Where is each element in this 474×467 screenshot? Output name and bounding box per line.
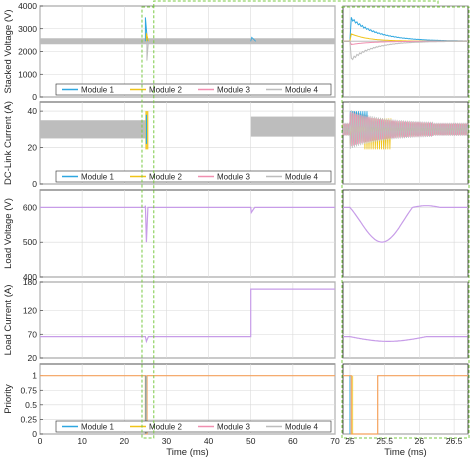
zoom-dc-band	[343, 123, 468, 135]
priority-ytick: 0	[32, 429, 37, 439]
stacked-voltage-legend-label: Module 3	[217, 86, 250, 95]
plots	[39, 0, 470, 439]
stacked-voltage-legend-label: Module 2	[149, 86, 182, 95]
main-xtick: 10	[77, 436, 87, 446]
dc-link-current-ytick: 40	[28, 106, 38, 116]
priority-ylabel: Priority	[3, 384, 14, 414]
zoom-xtick: 25.5	[376, 436, 393, 446]
main-xtick: 40	[204, 436, 214, 446]
main-xtick: 60	[288, 436, 298, 446]
zoom-xtick: 26.5	[446, 436, 463, 446]
load-current-ytick: 120	[23, 306, 37, 316]
load-current-ytick: 180	[23, 277, 37, 287]
dc-link-legend-label: Module 4	[285, 173, 318, 182]
highlight-main-box	[141, 6, 155, 439]
zoom-load-current-frame	[342, 281, 469, 359]
dc-link-band	[40, 120, 146, 139]
main-load-current-frame	[39, 281, 336, 359]
zoom-load-voltage-frame	[342, 189, 469, 278]
zoom-dc-3	[342, 110, 468, 149]
load-current-ylabel: Load Current (A)	[3, 285, 14, 356]
stacked-voltage-spike-m2	[145, 33, 149, 42]
stacked-voltage-ytick: 1000	[18, 69, 37, 79]
load-voltage-ytick: 400	[23, 272, 37, 282]
zoom-xtick: 25	[345, 436, 355, 446]
dc-link-legend-label: Module 3	[217, 173, 250, 182]
dc-link-current-ylabel: DC-Link Current (A)	[3, 101, 14, 185]
stacked-voltage-ytick: 2000	[18, 47, 37, 57]
main-xtick: 0	[38, 436, 43, 446]
main-xtick: 20	[120, 436, 130, 446]
stacked-voltage-ytick: 0	[32, 92, 37, 102]
priority-ytick: 0.5	[25, 400, 37, 410]
stacked-voltage-ytick: 4000	[18, 1, 37, 11]
load-current-ytick: 20	[28, 353, 38, 363]
zoom-xlabel: Time (ms)	[384, 447, 426, 458]
priority-legend-label: Module 1	[81, 423, 114, 432]
zoom-load-voltage	[343, 205, 468, 243]
priority-legend-label: Module 2	[149, 423, 182, 432]
dc-link-event-m1	[145, 114, 148, 144]
stacked-voltage-ylabel: Stacked Voltage (V)	[3, 10, 14, 94]
highlight-connector	[153, 0, 439, 7]
dc-link-legend-label: Module 2	[149, 173, 182, 182]
priority-legend-label: Module 3	[217, 423, 250, 432]
priority-legend-label: Module 4	[285, 423, 318, 432]
load-voltage-ytick: 500	[23, 237, 37, 247]
stacked-voltage-dip-m4	[146, 41, 149, 61]
stacked-voltage-legend-label: Module 1	[81, 86, 114, 95]
dc-link-legend-box	[55, 170, 332, 183]
load-voltage-ylabel: Load Voltage (V)	[3, 198, 14, 269]
zoom-load-current	[343, 336, 468, 342]
load-voltage-line	[40, 205, 335, 243]
priority-ytick: 1	[32, 371, 37, 381]
main-xtick: 70	[330, 436, 340, 446]
zoom-xtick: 26	[415, 436, 425, 446]
stacked-voltage-ytick: 3000	[18, 24, 37, 34]
dc-link-current-ytick: 20	[28, 143, 38, 153]
load-current-line	[40, 288, 335, 344]
stacked-voltage-band	[40, 38, 335, 45]
stacked-voltage-bump	[250, 36, 256, 42]
stacked-voltage-legend-label: Module 4	[285, 86, 318, 95]
load-current-ytick: 70	[28, 329, 38, 339]
dc-link-band	[250, 116, 335, 137]
priority-ytick: 0.75	[20, 385, 37, 395]
stacked-voltage-legend-box	[55, 83, 332, 96]
highlight-zoom-box	[341, 6, 470, 439]
priority-ytick: 0.25	[20, 414, 37, 424]
zoom-stacked-m4	[343, 40, 468, 61]
main-load-voltage-frame	[39, 189, 336, 278]
zoom-priority-frame	[342, 363, 469, 435]
priority-legend-box	[55, 420, 332, 433]
dc-link-legend-label: Module 1	[81, 173, 114, 182]
main-xlabel: Time (ms)	[166, 447, 208, 458]
main-xtick: 30	[162, 436, 172, 446]
load-voltage-ytick: 600	[23, 202, 37, 212]
dc-link-current-ytick: 0	[32, 179, 37, 189]
main-xtick: 50	[246, 436, 256, 446]
